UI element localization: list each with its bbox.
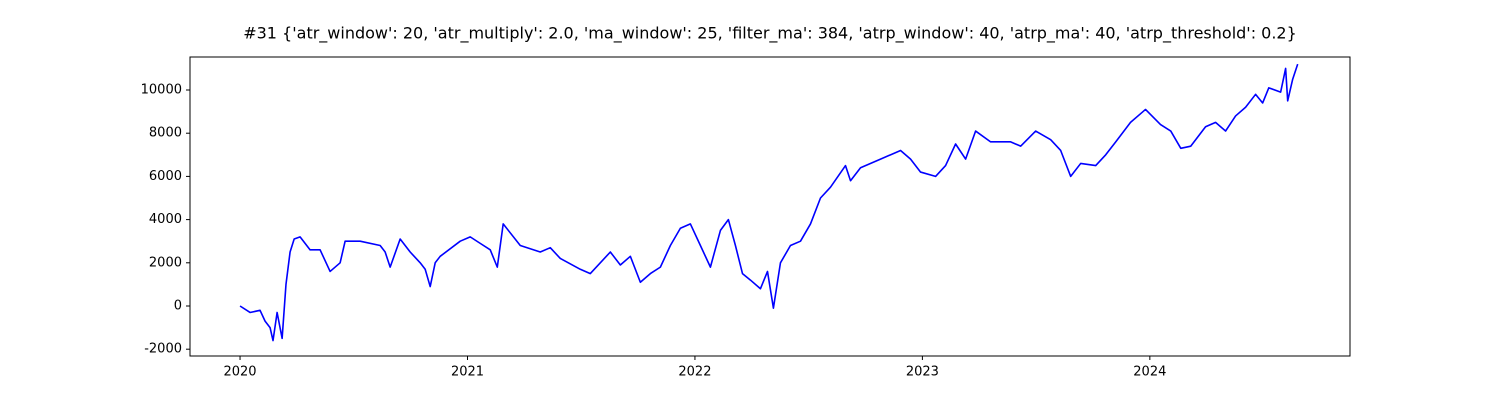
y-tick-label: 8000 <box>149 126 182 141</box>
y-tick-label: 10000 <box>141 83 182 98</box>
y-tick-label: -2000 <box>144 342 182 357</box>
x-tick-label: 2024 <box>1133 365 1166 380</box>
x-tick-label: 2021 <box>451 365 484 380</box>
x-tick-label: 2023 <box>906 365 939 380</box>
x-tick-label: 2022 <box>678 365 711 380</box>
data-line <box>239 63 1299 342</box>
y-tick-label: 2000 <box>149 255 182 270</box>
chart-title: #31 {'atr_window': 20, 'atr_multiply': 2… <box>243 24 1297 44</box>
x-tick-label: 2020 <box>223 365 256 380</box>
y-tick-label: 4000 <box>149 212 182 227</box>
y-tick-label: 6000 <box>149 169 182 184</box>
y-tick-label: 0 <box>174 298 182 313</box>
plot-frame <box>189 56 1351 357</box>
